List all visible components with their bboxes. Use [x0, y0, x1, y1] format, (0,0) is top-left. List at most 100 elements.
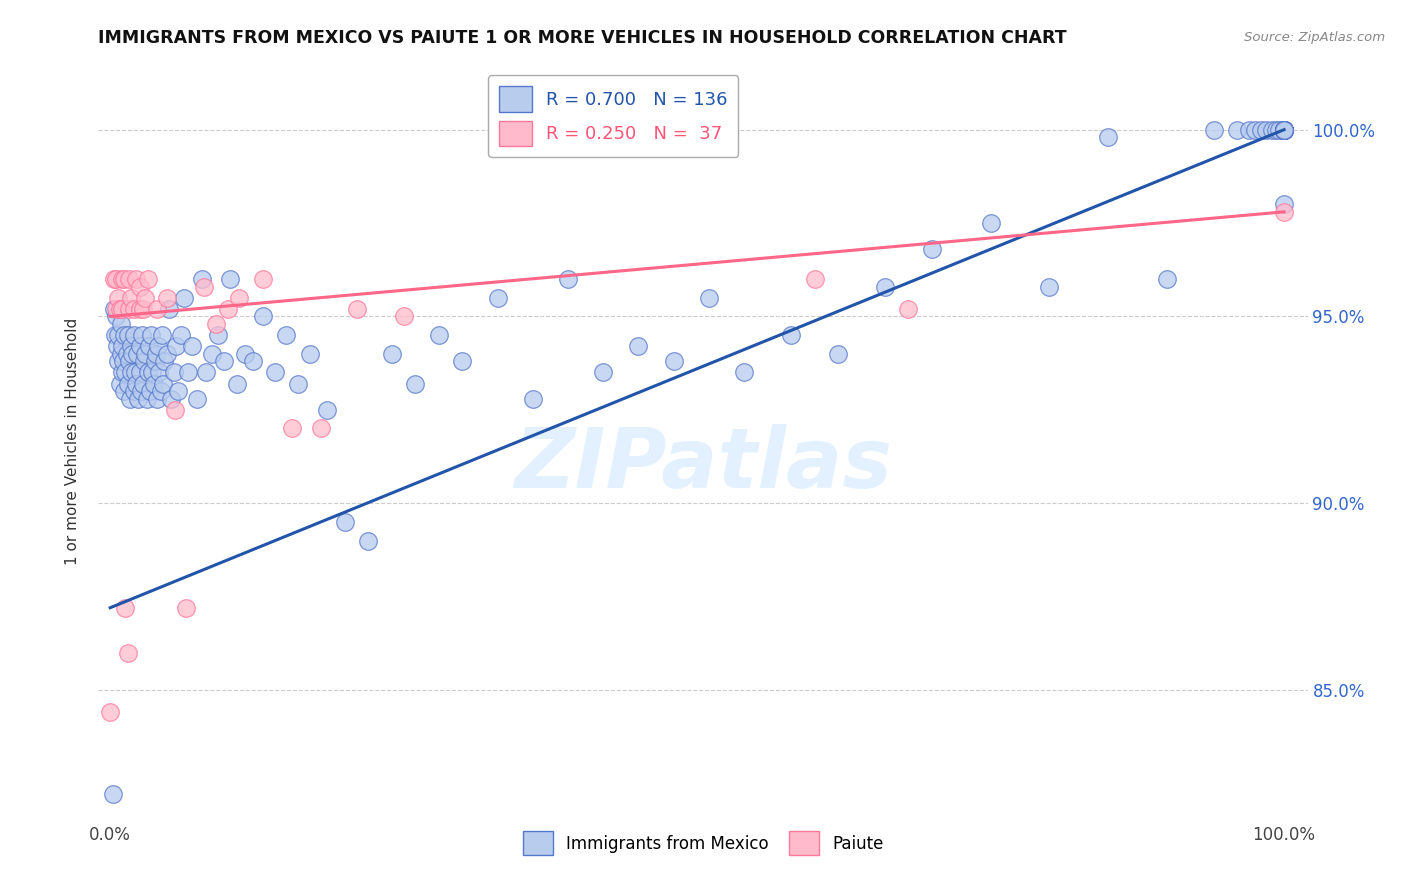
- Point: [252, 310, 274, 324]
- Point: [143, 354, 166, 368]
- Point: [217, 301, 239, 316]
- Point: [111, 272, 134, 286]
- Point: [1156, 272, 1178, 286]
- Point: [120, 339, 142, 353]
- Point: [108, 301, 131, 316]
- Point: [204, 317, 226, 331]
- Point: [346, 301, 368, 316]
- Point: [114, 600, 136, 615]
- Point: [135, 392, 157, 406]
- Point: [145, 347, 167, 361]
- Point: [103, 301, 125, 316]
- Point: [1272, 122, 1295, 136]
- Point: [162, 366, 184, 380]
- Point: [195, 366, 218, 380]
- Point: [186, 392, 208, 406]
- Point: [921, 242, 943, 256]
- Text: IMMIGRANTS FROM MEXICO VS PAIUTE 1 OR MORE VEHICLES IN HOUSEHOLD CORRELATION CHA: IMMIGRANTS FROM MEXICO VS PAIUTE 1 OR MO…: [98, 29, 1067, 47]
- Point: [1272, 122, 1295, 136]
- Point: [1272, 122, 1295, 136]
- Point: [287, 376, 309, 391]
- Point: [980, 216, 1002, 230]
- Point: [165, 339, 187, 353]
- Point: [1272, 122, 1295, 136]
- Point: [697, 291, 720, 305]
- Point: [139, 384, 162, 398]
- Point: [121, 347, 143, 361]
- Point: [780, 328, 803, 343]
- Point: [1272, 122, 1295, 136]
- Point: [897, 301, 920, 316]
- Point: [392, 310, 415, 324]
- Point: [176, 366, 198, 380]
- Point: [117, 328, 139, 343]
- Point: [427, 328, 450, 343]
- Point: [263, 366, 285, 380]
- Point: [132, 376, 155, 391]
- Point: [212, 354, 235, 368]
- Point: [557, 272, 579, 286]
- Point: [181, 339, 204, 353]
- Point: [118, 301, 141, 316]
- Point: [111, 339, 134, 353]
- Point: [134, 291, 156, 305]
- Point: [1202, 122, 1225, 136]
- Point: [1272, 122, 1295, 136]
- Point: [193, 279, 215, 293]
- Legend: Immigrants from Mexico, Paiute: Immigrants from Mexico, Paiute: [516, 825, 890, 862]
- Point: [1237, 122, 1260, 136]
- Point: [118, 354, 141, 368]
- Point: [128, 366, 150, 380]
- Point: [105, 339, 128, 353]
- Point: [128, 279, 150, 293]
- Point: [103, 272, 125, 286]
- Point: [1261, 122, 1284, 136]
- Point: [1272, 122, 1295, 136]
- Point: [105, 272, 128, 286]
- Point: [169, 328, 191, 343]
- Point: [1272, 122, 1295, 136]
- Point: [522, 392, 544, 406]
- Point: [1272, 122, 1295, 136]
- Point: [316, 402, 339, 417]
- Point: [357, 533, 380, 548]
- Point: [136, 272, 159, 286]
- Point: [298, 347, 321, 361]
- Point: [118, 272, 141, 286]
- Point: [281, 421, 304, 435]
- Point: [627, 339, 650, 353]
- Point: [486, 291, 509, 305]
- Point: [1272, 122, 1295, 136]
- Point: [124, 366, 146, 380]
- Point: [141, 366, 163, 380]
- Point: [1272, 204, 1295, 219]
- Point: [219, 272, 242, 286]
- Point: [873, 279, 896, 293]
- Point: [155, 291, 177, 305]
- Point: [733, 366, 755, 380]
- Point: [451, 354, 474, 368]
- Point: [129, 384, 152, 398]
- Point: [1272, 122, 1295, 136]
- Point: [276, 328, 298, 343]
- Point: [252, 272, 274, 286]
- Point: [101, 788, 124, 802]
- Point: [110, 317, 132, 331]
- Point: [134, 347, 156, 361]
- Point: [146, 301, 169, 316]
- Point: [242, 354, 264, 368]
- Point: [1272, 122, 1295, 136]
- Point: [1272, 122, 1295, 136]
- Text: Source: ZipAtlas.com: Source: ZipAtlas.com: [1244, 31, 1385, 45]
- Point: [125, 272, 148, 286]
- Point: [827, 347, 849, 361]
- Point: [107, 291, 129, 305]
- Point: [131, 328, 153, 343]
- Point: [226, 376, 249, 391]
- Point: [1272, 122, 1295, 136]
- Text: ZIPatlas: ZIPatlas: [515, 424, 891, 505]
- Point: [115, 347, 138, 361]
- Point: [1226, 122, 1249, 136]
- Point: [120, 366, 142, 380]
- Point: [112, 354, 135, 368]
